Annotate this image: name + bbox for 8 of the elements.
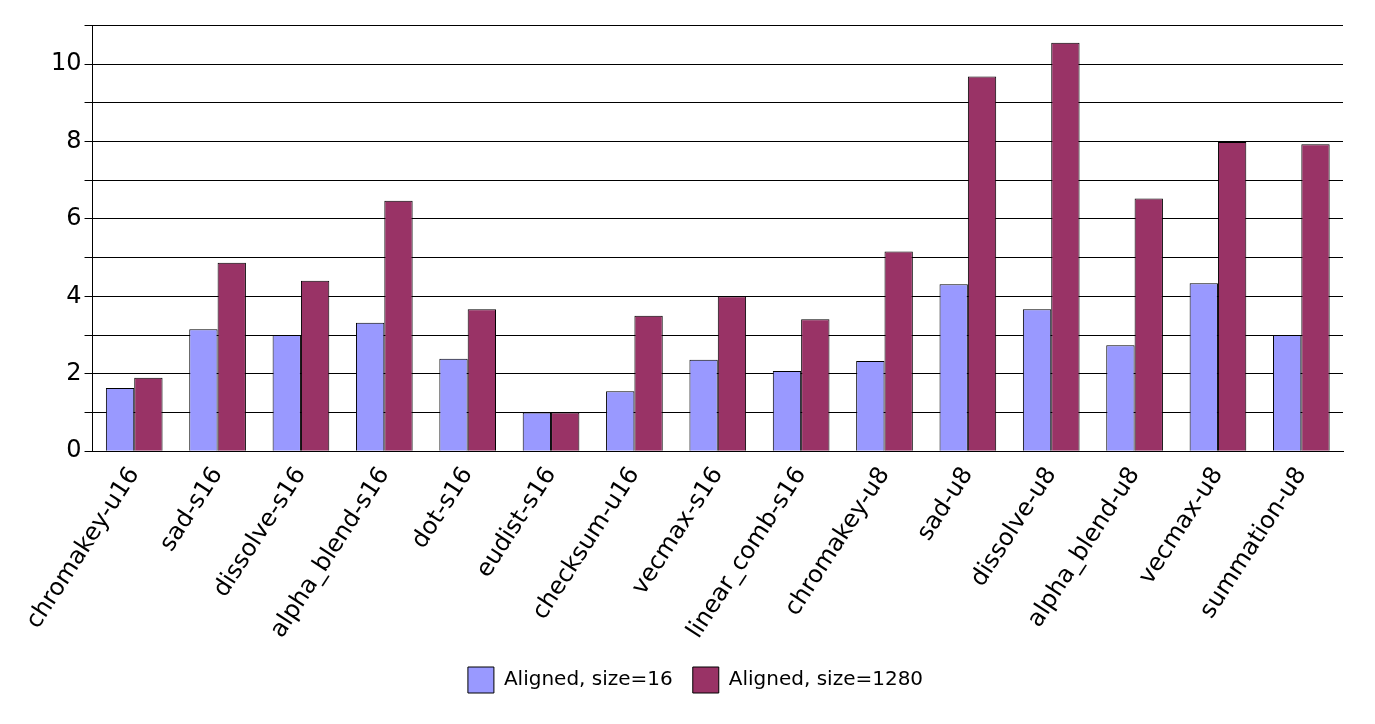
y-tick-label: 0 xyxy=(66,435,82,464)
legend-label: Aligned, size=16 xyxy=(503,666,673,691)
y-tick-label: 8 xyxy=(66,125,82,154)
y-tick-label: 6 xyxy=(66,203,82,232)
y-tick-label: 2 xyxy=(66,358,82,387)
y-tick-label: 4 xyxy=(66,280,82,309)
y-tick-label: 10 xyxy=(50,48,82,77)
legend-label: Aligned, size=1280 xyxy=(728,666,924,691)
